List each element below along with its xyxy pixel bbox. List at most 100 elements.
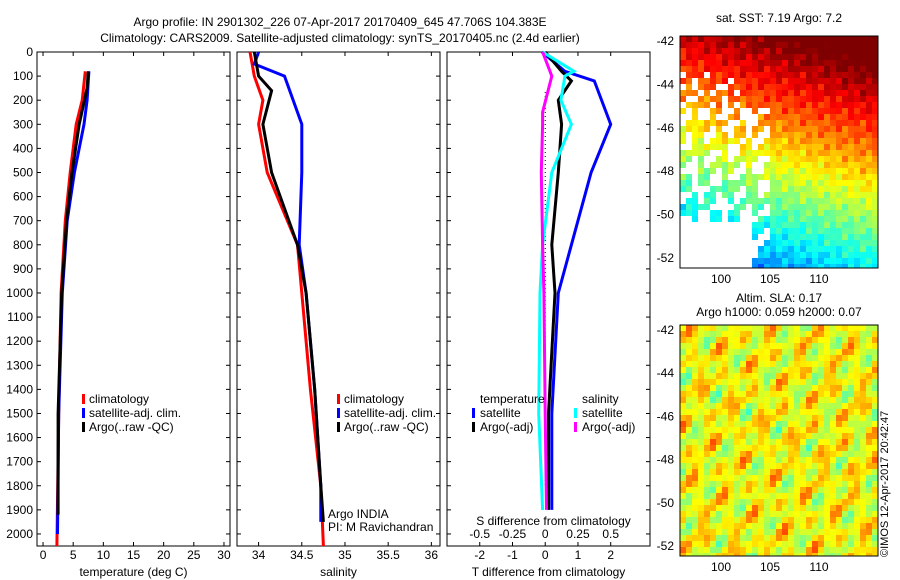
map-cell	[824, 78, 830, 84]
map-cell	[770, 361, 776, 367]
map-cell	[860, 415, 866, 421]
map-cell	[710, 427, 716, 433]
legend-label: satellite	[582, 406, 623, 420]
map-cell	[812, 403, 818, 409]
map-cell	[782, 156, 788, 162]
map-cell	[710, 138, 716, 144]
map-cell	[728, 553, 734, 556]
map-cell	[848, 102, 854, 108]
map-cell	[722, 72, 728, 78]
map-cell	[842, 481, 848, 487]
map-cell	[812, 415, 818, 421]
map-cell	[854, 60, 860, 66]
map-cell	[698, 553, 704, 556]
map-cell	[788, 493, 794, 499]
map-cell	[686, 499, 692, 505]
map-cell	[848, 391, 854, 397]
map-cell	[758, 102, 764, 108]
map-cell	[872, 337, 878, 343]
map-cell	[692, 54, 698, 60]
map-cell	[764, 385, 770, 391]
map-cell	[776, 60, 782, 66]
map-cell	[734, 325, 740, 331]
map-cell	[704, 48, 710, 54]
map-cell	[680, 36, 686, 42]
map-cell	[824, 222, 830, 228]
map-cell	[794, 162, 800, 168]
map-cell	[818, 258, 824, 264]
map-cell	[722, 367, 728, 373]
map-cell	[866, 535, 872, 541]
map-cell	[710, 499, 716, 505]
map-cell	[746, 66, 752, 72]
map-cell	[806, 36, 812, 42]
map-cell	[782, 198, 788, 204]
map-cell	[680, 150, 686, 156]
map-cell	[698, 511, 704, 517]
map-cell	[830, 72, 836, 78]
map-cell	[770, 499, 776, 505]
map-cell	[860, 397, 866, 403]
map-cell	[800, 90, 806, 96]
map-cell	[818, 415, 824, 421]
map-cell	[770, 349, 776, 355]
map-cell	[806, 180, 812, 186]
map-cell	[710, 114, 716, 120]
map-cell	[782, 90, 788, 96]
map-cell	[800, 138, 806, 144]
map-cell	[860, 337, 866, 343]
map-y-tick-label: -52	[657, 539, 675, 553]
map-cell	[698, 144, 704, 150]
map-cell	[776, 385, 782, 391]
map-cell	[806, 325, 812, 331]
map-cell	[770, 150, 776, 156]
legend-title-salinity: salinity	[582, 392, 619, 406]
map-cell	[758, 222, 764, 228]
map-cell	[782, 234, 788, 240]
map-cell	[776, 439, 782, 445]
map-cell	[680, 355, 686, 361]
map-cell	[800, 240, 806, 246]
map-cell	[686, 475, 692, 481]
map-cell	[752, 337, 758, 343]
map-cell	[824, 325, 830, 331]
map-cell	[776, 409, 782, 415]
map-cell	[752, 72, 758, 78]
map-cell	[836, 108, 842, 114]
map-cell	[692, 132, 698, 138]
map-cell	[818, 60, 824, 66]
map-cell	[728, 96, 734, 102]
map-cell	[746, 42, 752, 48]
map-cell	[710, 547, 716, 553]
map-cell	[812, 445, 818, 451]
map-cell	[812, 174, 818, 180]
map-cell	[752, 499, 758, 505]
map-cell	[872, 355, 878, 361]
map-cell	[764, 367, 770, 373]
map-cell	[830, 535, 836, 541]
map-cell	[800, 42, 806, 48]
map-cell	[854, 379, 860, 385]
map-cell	[752, 222, 758, 228]
y-tick-label: 600	[13, 190, 33, 204]
map-cell	[698, 433, 704, 439]
map-cell	[842, 84, 848, 90]
map-y-tick-label: -48	[657, 164, 675, 178]
map-cell	[812, 361, 818, 367]
map-cell	[740, 373, 746, 379]
map-cell	[770, 246, 776, 252]
map-cell	[836, 240, 842, 246]
map-cell	[728, 216, 734, 222]
map-cell	[704, 174, 710, 180]
map-cell	[728, 192, 734, 198]
map-cell	[866, 529, 872, 535]
map-cell	[800, 451, 806, 457]
map-cell	[812, 42, 818, 48]
y-tick-label: 1400	[6, 382, 33, 396]
map-cell	[836, 379, 842, 385]
map-cell	[716, 144, 722, 150]
map-cell	[770, 228, 776, 234]
map-cell	[848, 385, 854, 391]
map-cell	[836, 397, 842, 403]
map-cell	[782, 361, 788, 367]
